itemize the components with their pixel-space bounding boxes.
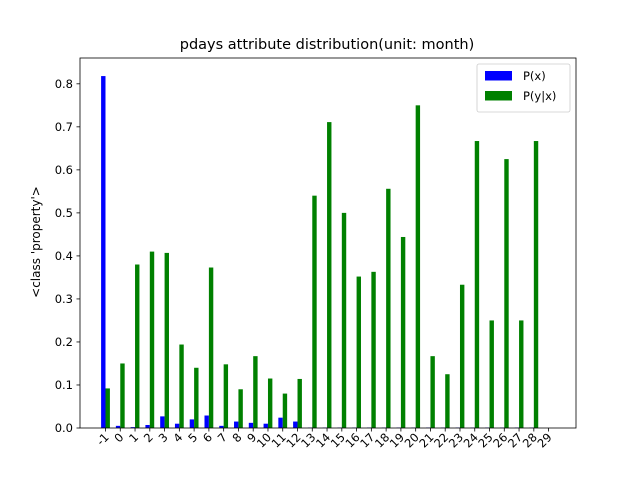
y-tick-label: 0.7	[55, 120, 73, 134]
bar-pyx-19	[401, 237, 405, 428]
y-tick-label: 0.2	[55, 335, 73, 349]
legend-swatch	[485, 91, 512, 101]
legend: P(x) P(y|x)	[477, 64, 570, 112]
y-axis-label: <class 'property'>	[29, 186, 43, 298]
bar-pyx-21	[430, 356, 434, 428]
legend-label: P(y|x)	[523, 89, 556, 103]
bar-px-2	[145, 425, 149, 428]
bar-px--1	[101, 76, 105, 428]
bar-pyx-7	[224, 364, 228, 428]
bar-pyx-20	[416, 105, 420, 428]
bar-px-5	[190, 419, 194, 428]
y-tick-label: 0.1	[55, 378, 73, 392]
bar-pyx-25	[490, 320, 494, 428]
bar-pyx-3	[165, 253, 169, 428]
bar-pyx-13	[312, 196, 316, 428]
bar-px-3	[160, 416, 164, 428]
y-tick-label: 0.3	[55, 292, 73, 306]
bar-pyx-8	[238, 389, 242, 428]
bar-px-4	[175, 424, 179, 428]
bar-pyx-28	[534, 141, 538, 428]
bar-pyx-18	[386, 189, 390, 428]
bar-pyx-6	[209, 268, 213, 428]
bar-pyx-27	[519, 320, 523, 428]
y-tick-label: 0.6	[55, 163, 73, 177]
bar-pyx-4	[179, 345, 183, 428]
bar-px-10	[264, 424, 268, 428]
legend-label: P(x)	[523, 69, 546, 83]
bar-pyx--1	[106, 388, 110, 428]
bar-pyx-15	[342, 213, 346, 428]
bar-pyx-10	[268, 379, 272, 428]
bar-px-9	[249, 423, 253, 428]
bar-pyx-1	[135, 265, 139, 428]
bar-pyx-16	[357, 277, 361, 428]
bar-pyx-26	[504, 159, 508, 428]
bar-pyx-2	[150, 252, 154, 428]
bar-pyx-14	[327, 122, 331, 428]
y-tick-label: 0.5	[55, 206, 73, 220]
bar-px-8	[234, 422, 238, 428]
chart-title: pdays attribute distribution(unit: month…	[180, 37, 475, 53]
y-tick-label: 0.4	[55, 249, 73, 263]
y-tick-label: 0.8	[55, 77, 73, 91]
bar-pyx-12	[298, 379, 302, 428]
bar-pyx-23	[460, 285, 464, 428]
bar-pyx-0	[120, 363, 124, 428]
y-tick-label: 0.0	[55, 421, 73, 435]
bar-px-6	[204, 416, 208, 428]
bar-pyx-5	[194, 368, 198, 428]
bar-px-11	[278, 418, 282, 428]
bar-pyx-24	[475, 141, 479, 428]
bar-pyx-22	[445, 374, 449, 428]
bar-pyx-9	[253, 356, 257, 428]
legend-swatch	[485, 71, 512, 81]
bar-pyx-17	[371, 272, 375, 428]
bar-pyx-11	[283, 394, 287, 428]
bar-px-12	[293, 422, 297, 428]
